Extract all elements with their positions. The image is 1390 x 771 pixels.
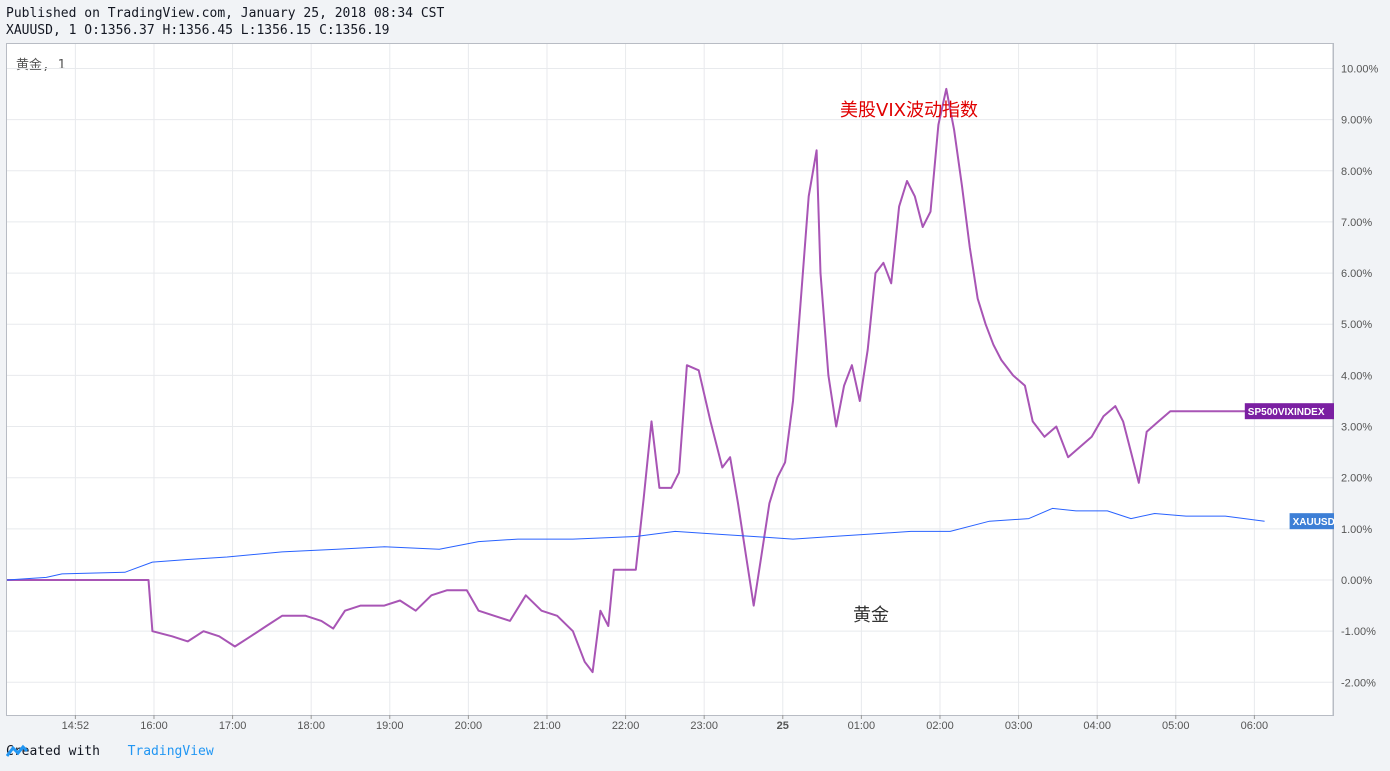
x-tick-label: 21:00 [533,720,561,732]
y-tick-label: -1.00% [1341,626,1376,638]
created-with-text: Created with [6,744,100,759]
x-tick-label: 17:00 [219,720,247,732]
x-tick-label: 05:00 [1162,720,1190,732]
x-tick-label: 23:00 [690,720,718,732]
chart-panel[interactable] [6,43,1334,716]
y-tick-label: 9.00% [1341,115,1372,127]
footer: Created with TradingView [6,744,214,759]
published-line: Published on TradingView.com, January 25… [6,6,445,21]
y-tick-label: 4.00% [1341,370,1372,382]
series-legend: 黄金, 1 [16,58,66,73]
y-tick-label: 6.00% [1341,268,1372,280]
price-label-sp500vixindex: SP500VIXINDEX [1248,407,1325,418]
annotation-gold: 黄金 [853,605,889,626]
series-line-sp500vixindex [7,87,1265,674]
x-tick-label: 22:00 [612,720,640,732]
x-tick-label: 02:00 [926,720,954,732]
y-tick-label: 7.00% [1341,217,1372,229]
price-label-bg [1244,403,1334,420]
x-tick-label: 04:00 [1083,720,1111,732]
y-tick-label: 0.00% [1341,575,1372,587]
x-tick-label: 19:00 [376,720,404,732]
y-tick-label: 8.00% [1341,166,1372,178]
x-tick-label: 20:00 [455,720,483,732]
x-tick-label: 06:00 [1241,720,1269,732]
annotation-vix: 美股VIX波动指数 [840,100,978,121]
x-tick-label: 18:00 [297,720,325,732]
series-line-xauusd [6,507,1265,581]
x-tick-label: 01:00 [848,720,876,732]
y-tick-label: 1.00% [1341,524,1372,536]
x-tick-label: 03:00 [1005,720,1033,732]
price-label-xauusd: XAUUSD [1293,517,1335,528]
price-label-bg [1289,513,1334,530]
y-tick-label: 3.00% [1341,422,1372,434]
ohlc-line: XAUUSD, 1 O:1356.37 H:1356.45 L:1356.15 … [6,23,390,38]
y-tick-label: 2.00% [1341,473,1372,485]
x-tick-label: 14:52 [62,720,90,732]
y-tick-label: -2.00% [1341,677,1376,689]
y-tick-label: 10.00% [1341,63,1379,75]
x-tick-label: 25 [777,720,789,732]
tradingview-link[interactable]: TradingView [127,744,214,759]
y-tick-label: 5.00% [1341,319,1372,331]
x-tick-label: 16:00 [140,720,168,732]
